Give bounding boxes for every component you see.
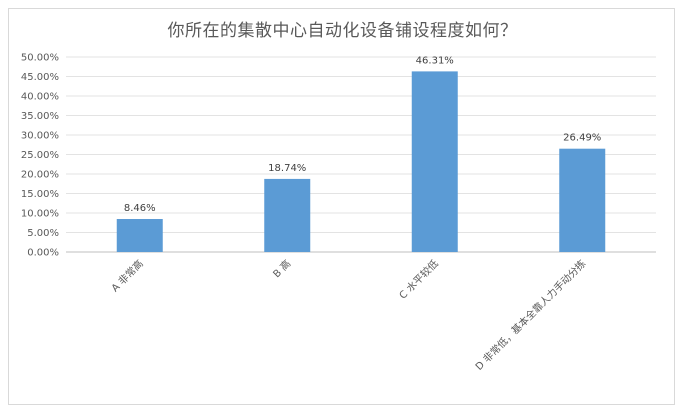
gridlines — [66, 56, 656, 253]
bar — [264, 178, 311, 252]
y-tick-label: 45.00% — [21, 72, 59, 83]
category-label: C 水平较低 — [396, 257, 441, 302]
y-tick-label: 30.00% — [21, 131, 59, 142]
data-label: 26.49% — [563, 133, 601, 144]
y-tick-label: 10.00% — [21, 209, 59, 220]
y-tick-label: 50.00% — [21, 53, 59, 64]
y-tick-label: 15.00% — [21, 189, 59, 200]
y-tick-label: 40.00% — [21, 92, 59, 103]
x-axis-categories: A 非常高 B 高 C 水平较低 D 非常低，基本全靠人力手动分拣 — [108, 257, 588, 373]
y-tick-label: 25.00% — [21, 150, 59, 161]
category-label: D 非常低，基本全靠人力手动分拣 — [472, 257, 588, 373]
chart-title: 你所在的集散中心自动化设备铺设程度如何？ — [167, 21, 518, 41]
bars — [116, 71, 606, 253]
y-tick-label: 0.00% — [27, 248, 59, 259]
y-tick-label: 35.00% — [21, 111, 59, 122]
y-tick-label: 5.00% — [27, 228, 59, 239]
bar — [116, 219, 163, 252]
y-tick-label: 20.00% — [21, 170, 59, 181]
bar — [559, 148, 606, 252]
bar — [411, 71, 458, 253]
data-label: 18.74% — [268, 163, 306, 174]
y-axis: 0.00% 5.00% 10.00% 15.00% 20.00% 25.00% 30.00%… — [21, 53, 59, 259]
category-label: B 高 — [270, 257, 293, 280]
data-label: 46.31% — [416, 55, 454, 66]
data-labels: 8.46% 18.74% 46.31% 26.49% — [124, 55, 601, 214]
category-label: A 非常高 — [108, 257, 145, 294]
data-label: 8.46% — [124, 203, 156, 214]
